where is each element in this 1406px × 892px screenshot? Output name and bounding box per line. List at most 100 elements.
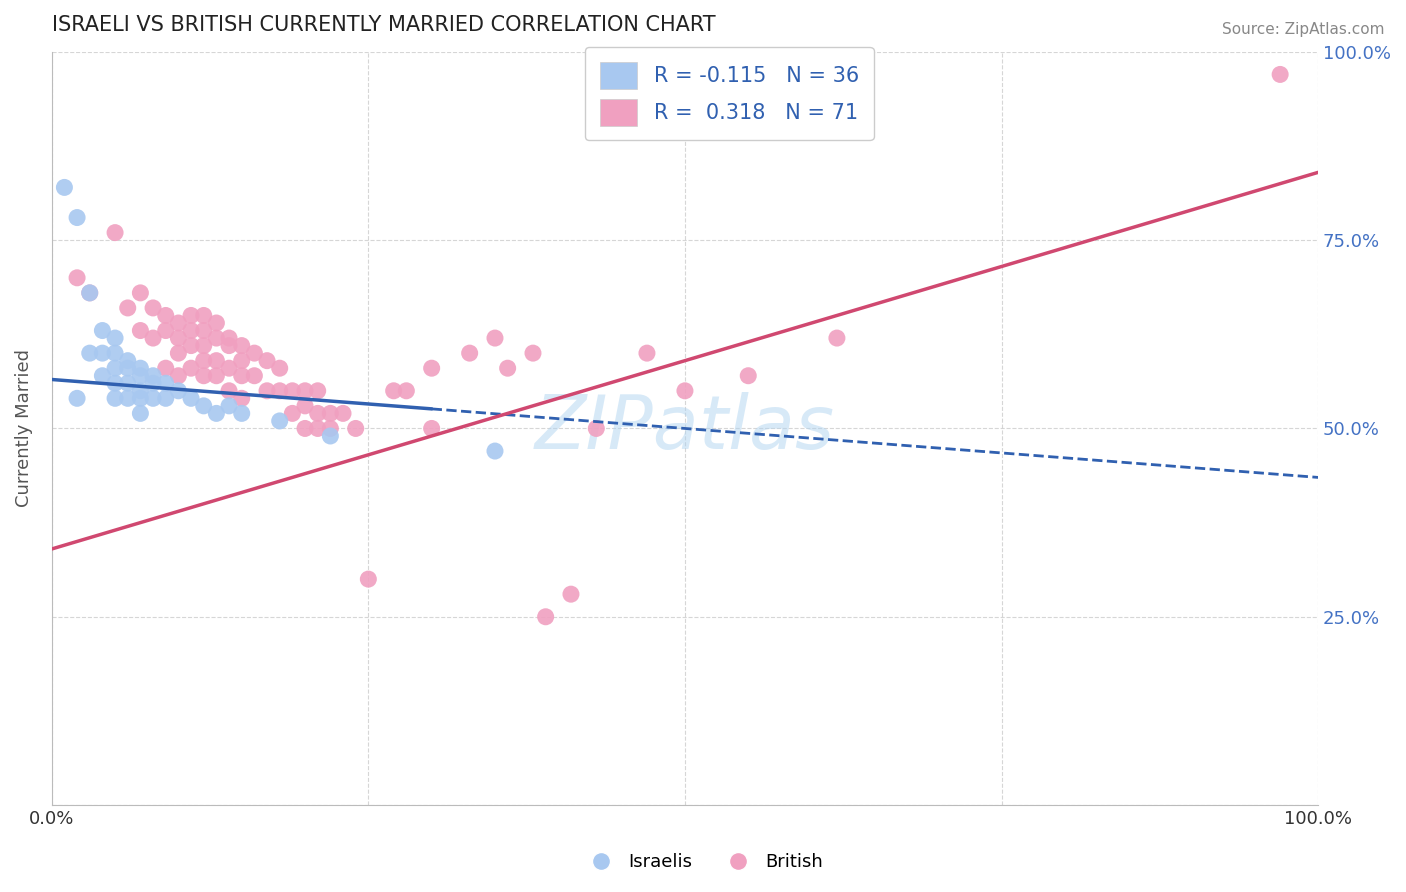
Point	[307, 384, 329, 398]
Point	[79, 346, 101, 360]
Point	[129, 361, 152, 376]
Point	[167, 384, 190, 398]
Point	[180, 338, 202, 352]
Point	[231, 368, 253, 383]
Point	[243, 346, 266, 360]
Point	[522, 346, 544, 360]
Point	[142, 368, 165, 383]
Point	[79, 285, 101, 300]
Point	[117, 361, 139, 376]
Point	[636, 346, 658, 360]
Point	[142, 331, 165, 345]
Point	[167, 316, 190, 330]
Point	[129, 392, 152, 406]
Point	[117, 301, 139, 315]
Point	[129, 384, 152, 398]
Point	[193, 338, 215, 352]
Point	[180, 361, 202, 376]
Point	[180, 324, 202, 338]
Point	[673, 384, 696, 398]
Point	[104, 226, 127, 240]
Point	[205, 406, 228, 420]
Point	[484, 331, 506, 345]
Point	[91, 324, 114, 338]
Point	[167, 368, 190, 383]
Point	[281, 384, 304, 398]
Point	[193, 353, 215, 368]
Point	[231, 353, 253, 368]
Point	[218, 399, 240, 413]
Point	[307, 406, 329, 420]
Point	[281, 406, 304, 420]
Point	[319, 421, 342, 435]
Point	[104, 331, 127, 345]
Point	[231, 338, 253, 352]
Point	[167, 346, 190, 360]
Point	[218, 384, 240, 398]
Point	[534, 609, 557, 624]
Point	[218, 338, 240, 352]
Point	[193, 399, 215, 413]
Point	[104, 346, 127, 360]
Point	[218, 331, 240, 345]
Point	[319, 429, 342, 443]
Point	[193, 309, 215, 323]
Point	[294, 399, 316, 413]
Point	[256, 353, 278, 368]
Point	[382, 384, 405, 398]
Point	[205, 331, 228, 345]
Point	[484, 444, 506, 458]
Point	[332, 406, 354, 420]
Text: ZIPatlas: ZIPatlas	[534, 392, 835, 465]
Legend: Israelis, British: Israelis, British	[576, 847, 830, 879]
Point	[66, 211, 89, 225]
Point	[193, 368, 215, 383]
Text: Source: ZipAtlas.com: Source: ZipAtlas.com	[1222, 22, 1385, 37]
Point	[129, 406, 152, 420]
Point	[294, 384, 316, 398]
Point	[560, 587, 582, 601]
Point	[319, 406, 342, 420]
Point	[117, 353, 139, 368]
Point	[218, 361, 240, 376]
Point	[53, 180, 76, 194]
Point	[231, 406, 253, 420]
Point	[243, 368, 266, 383]
Point	[155, 324, 177, 338]
Point	[66, 270, 89, 285]
Point	[256, 384, 278, 398]
Text: ISRAELI VS BRITISH CURRENTLY MARRIED CORRELATION CHART: ISRAELI VS BRITISH CURRENTLY MARRIED COR…	[52, 15, 716, 35]
Point	[142, 392, 165, 406]
Point	[142, 376, 165, 391]
Point	[129, 368, 152, 383]
Point	[269, 414, 291, 428]
Point	[79, 285, 101, 300]
Point	[825, 331, 848, 345]
Point	[205, 353, 228, 368]
Point	[104, 392, 127, 406]
Point	[307, 421, 329, 435]
Point	[458, 346, 481, 360]
Point	[129, 324, 152, 338]
Point	[205, 316, 228, 330]
Point	[180, 392, 202, 406]
Point	[357, 572, 380, 586]
Y-axis label: Currently Married: Currently Married	[15, 350, 32, 508]
Point	[117, 392, 139, 406]
Point	[193, 324, 215, 338]
Point	[496, 361, 519, 376]
Point	[155, 376, 177, 391]
Point	[180, 309, 202, 323]
Point	[155, 361, 177, 376]
Point	[269, 384, 291, 398]
Point	[167, 331, 190, 345]
Point	[395, 384, 418, 398]
Point	[294, 421, 316, 435]
Point	[344, 421, 367, 435]
Point	[585, 421, 607, 435]
Point	[420, 421, 443, 435]
Point	[129, 285, 152, 300]
Point	[91, 346, 114, 360]
Point	[1268, 67, 1291, 81]
Point	[155, 392, 177, 406]
